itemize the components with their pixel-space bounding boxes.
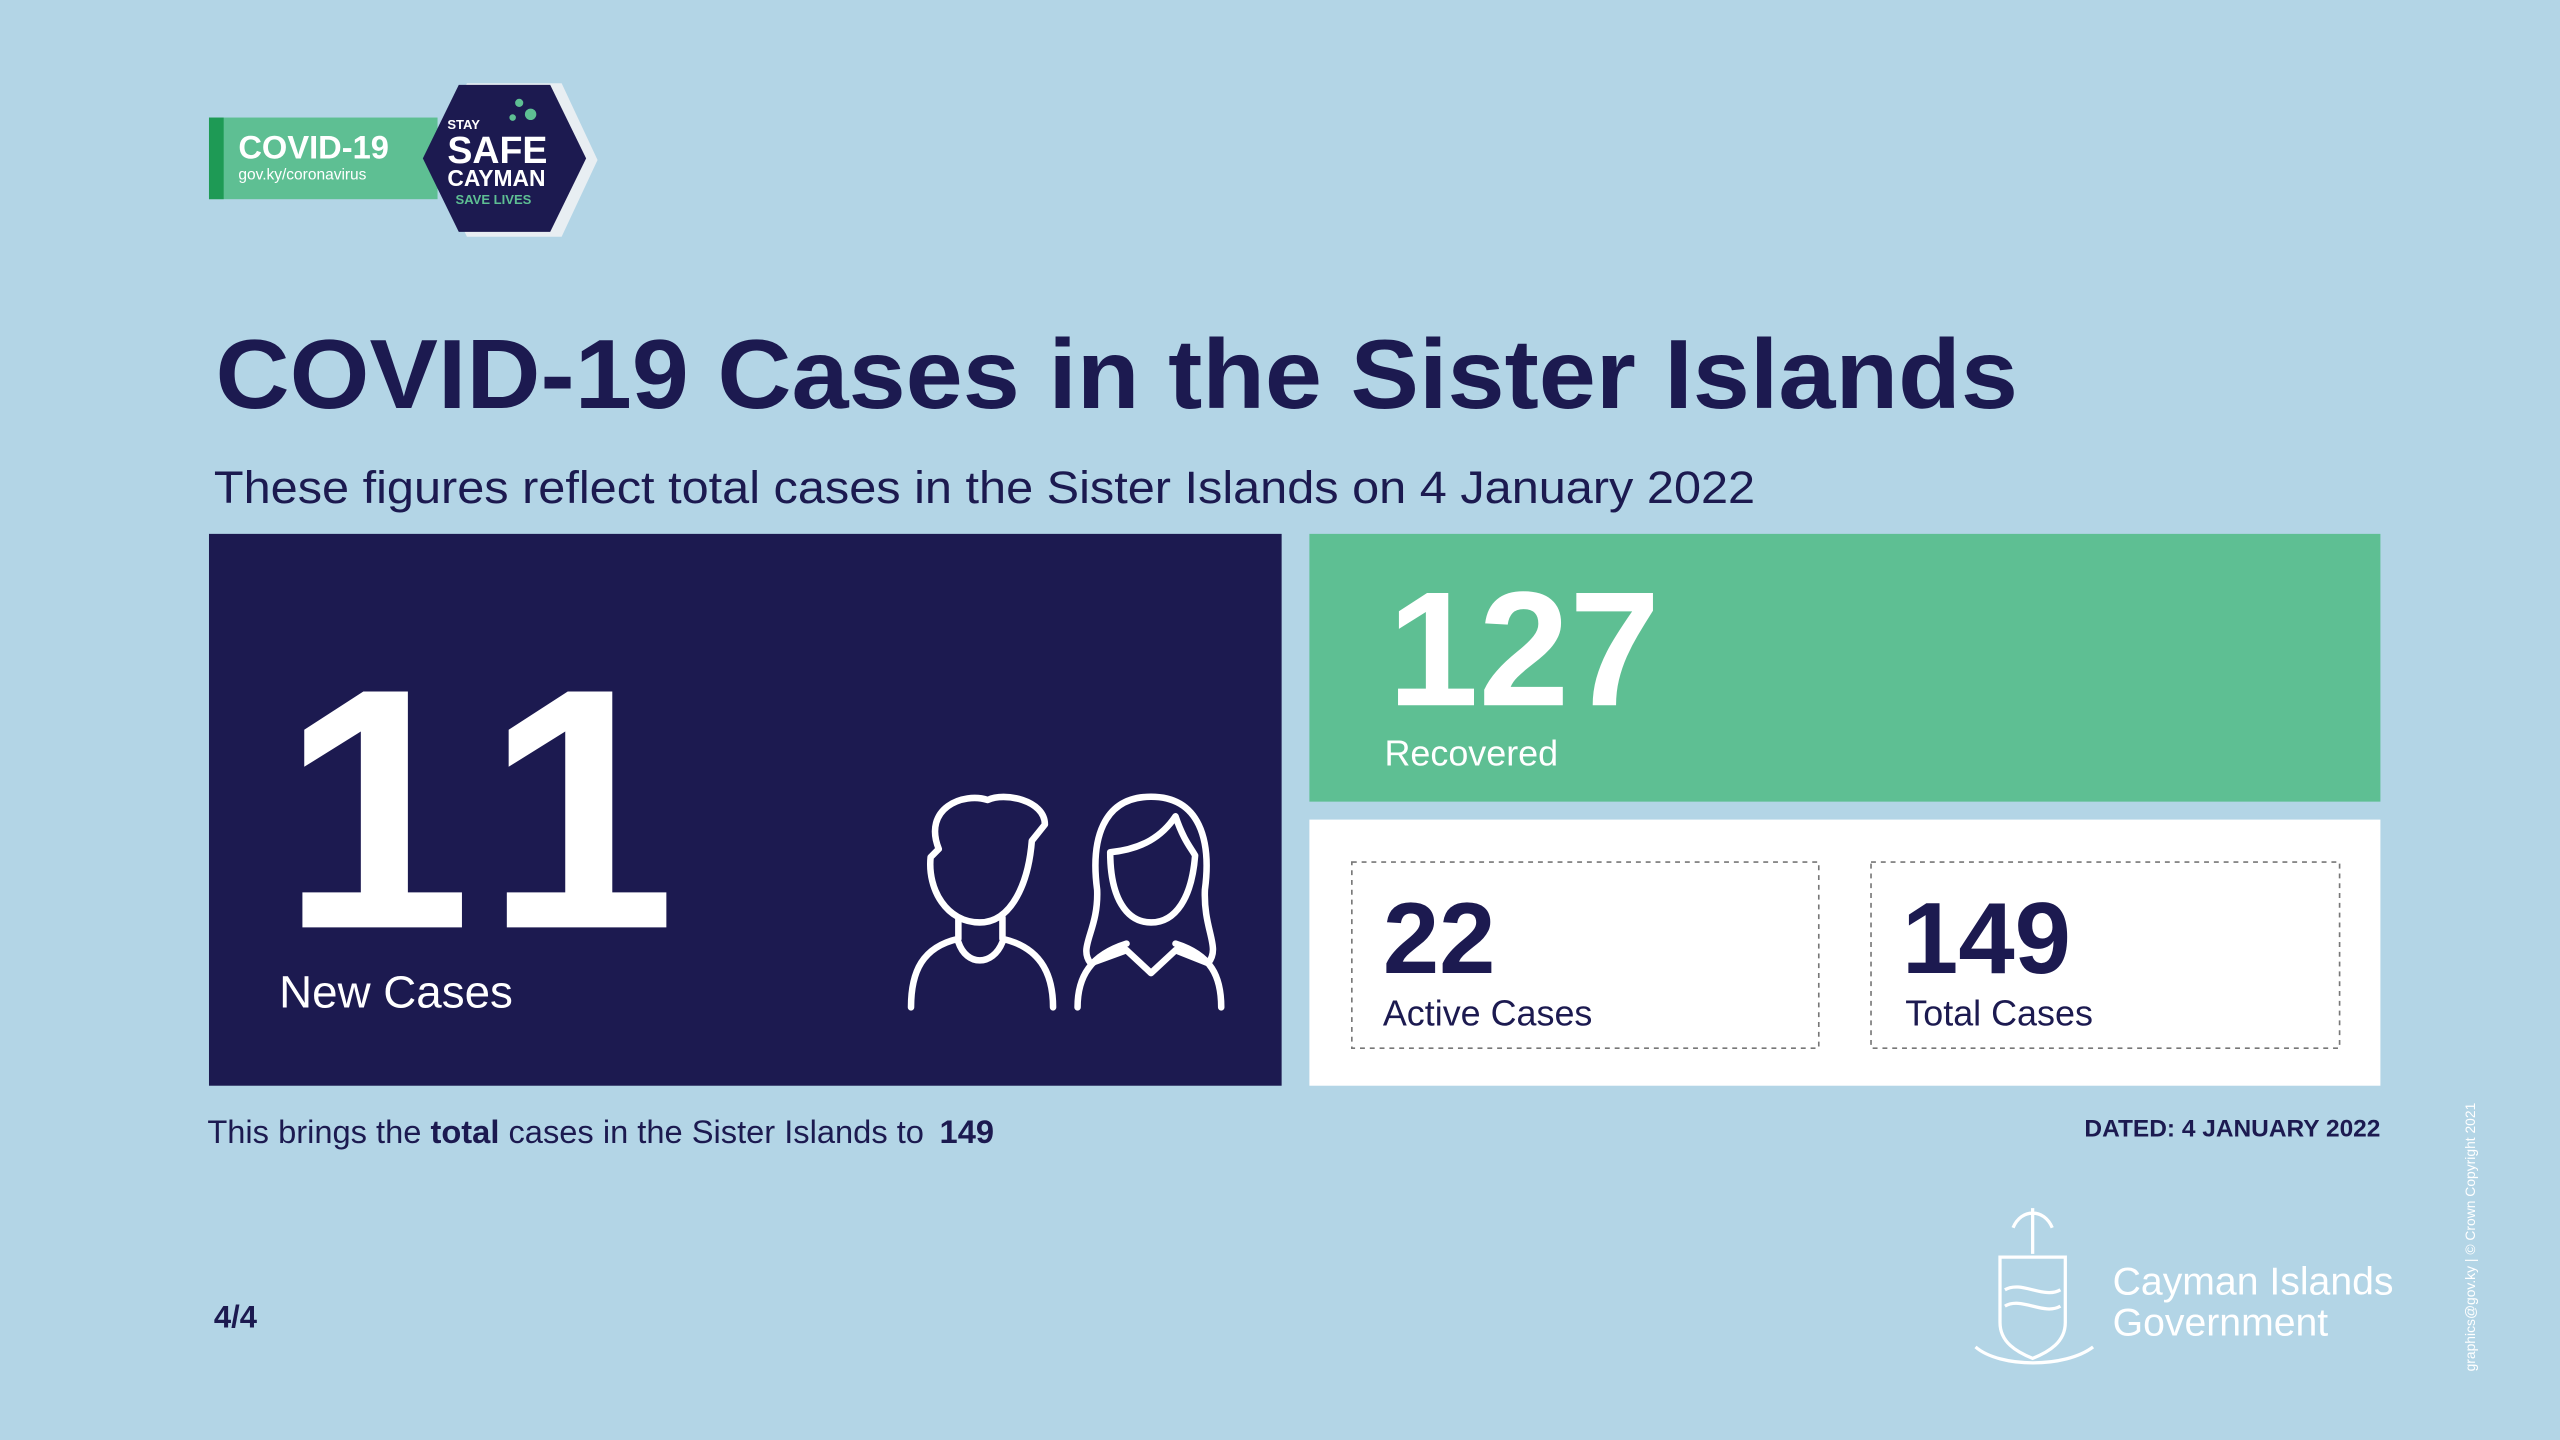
logo-hex-text: SAVE LIVES (456, 192, 532, 207)
new-cases-label: New Cases (279, 966, 513, 1017)
summary-text: cases in the Sister Islands to (508, 1113, 923, 1150)
title: COVID-19 Cases in the Sister Islands (216, 319, 2018, 429)
logo-dot (515, 98, 524, 107)
logo-url: gov.ky/coronavirus (238, 167, 366, 184)
crest-shield (1998, 1255, 2067, 1361)
summary: This brings the total cases in the Siste… (207, 1113, 994, 1150)
logo-badge (208, 117, 438, 200)
dated: DATED: 4 JANUARY 2022 (2084, 1115, 2380, 1142)
crest-detail (1974, 1208, 2095, 1365)
people-icon (907, 793, 1225, 1011)
subtitle: These figures reflect total cases in the… (214, 462, 1755, 513)
crest-waves (2004, 1285, 2062, 1311)
person-head (1083, 793, 1217, 967)
logo-dot (509, 114, 516, 121)
total-box (1870, 861, 2341, 1049)
government-name: Government (2113, 1302, 2329, 1345)
summary-bold: total (431, 1113, 500, 1150)
active-value: 22 (1383, 882, 1496, 995)
person-body (907, 914, 1057, 1011)
recovered-value: 127 (1388, 557, 1660, 740)
stats-card (1309, 819, 2381, 1086)
new-cases-value: 11 (281, 617, 709, 1000)
government-name: Cayman Islands (2113, 1261, 2394, 1304)
logo-badge-text: COVID-19 (238, 128, 389, 165)
logo-hex-text: CAYMAN (447, 165, 545, 191)
new-cases-card (208, 533, 1282, 1086)
active-label: Active Cases (1383, 992, 1593, 1033)
total-value: 149 (1902, 882, 2071, 995)
recovered-card (1309, 533, 2381, 802)
person-body (1074, 940, 1225, 1011)
logo: COVID-19 gov.ky/coronavirus STAY SAFE CA… (208, 83, 598, 237)
logo-hex (422, 84, 587, 232)
crest (1974, 1208, 2095, 1365)
active-box (1351, 861, 1820, 1049)
logo-hex-text: SAFE (447, 129, 547, 171)
summary-text: This brings the (207, 1113, 421, 1150)
recovered-label: Recovered (1384, 733, 1558, 774)
page-number: 4/4 (214, 1299, 258, 1334)
person-head (927, 793, 1049, 926)
total-label: Total Cases (1905, 992, 2093, 1033)
summary-value: 149 (940, 1113, 994, 1150)
credit: graphics@gov.ky | © Crown Copyright 2021 (2462, 1102, 2478, 1371)
logo-dot (524, 108, 537, 120)
logo-hex-text: STAY (447, 117, 480, 132)
logo-bar (208, 117, 224, 200)
